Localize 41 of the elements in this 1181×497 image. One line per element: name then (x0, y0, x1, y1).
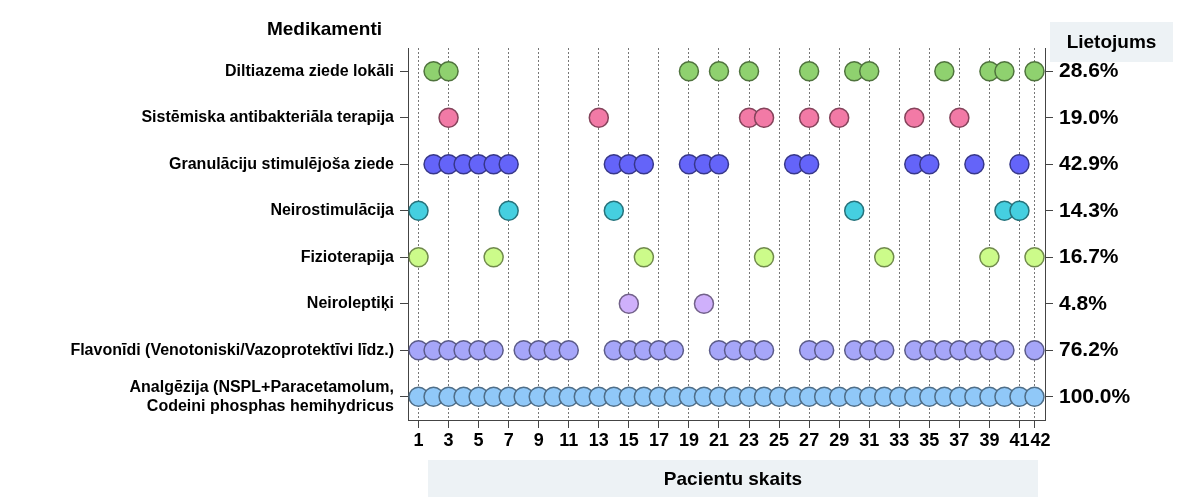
x-tick-label: 17 (648, 429, 669, 450)
x-tick-label: 23 (739, 429, 760, 450)
x-tick-label: 42 (1030, 429, 1051, 450)
y2-tick-label: 28.6% (1059, 58, 1119, 82)
y2-tick-label: 4.8% (1059, 290, 1108, 314)
y-tick-label: Diltiazema ziede lokāli (225, 61, 394, 79)
y2-tick-label: 16.7% (1059, 244, 1119, 268)
x-tick-label: 19 (678, 429, 699, 450)
x-tick-label: 33 (889, 429, 910, 450)
x-tick-label: 11 (559, 429, 579, 450)
x-tick-label: 21 (708, 429, 730, 450)
x-axis-title: Pacientu skaits (663, 467, 803, 490)
y-tick-label: Neiroleptiķi (306, 294, 394, 312)
y2-tick-label: 19.0% (1059, 104, 1119, 128)
x-tick-label: 13 (588, 429, 609, 450)
x-tick-label: 35 (919, 429, 940, 450)
y-axis-title: Medikamenti (266, 18, 383, 40)
x-tick-label: 25 (769, 429, 790, 450)
x-tick-label: 41 (1009, 429, 1030, 450)
x-tick-label: 29 (829, 429, 850, 450)
y-tick-label: Analgēzija (NSPL+Paracetamolum, Codeini phosphas hemihydricus (129, 377, 395, 414)
x-tick-label: 15 (618, 429, 639, 450)
y-tick-label: Flavonīdi (Venotoniski/Vazoprotektīvi līdz.) (70, 340, 394, 358)
x-tick-label: 9 (533, 429, 544, 450)
x-tick-label: 27 (799, 429, 820, 450)
x-tick-label: 5 (473, 429, 484, 450)
x-tick-label: 7 (503, 429, 514, 450)
x-tick-label: 37 (949, 429, 970, 450)
y2-tick-label: 14.3% (1059, 197, 1119, 221)
x-tick-label: 31 (859, 429, 880, 450)
y-tick-label: Neirostimulācija (270, 201, 395, 219)
x-tick-label: 39 (979, 429, 1000, 450)
x-tick-label: 1 (413, 429, 424, 450)
y2-tick-label: 100.0% (1059, 383, 1131, 407)
x-tick-label: 3 (443, 429, 454, 450)
y-tick-label: Granulāciju stimulējoša ziede (169, 154, 395, 172)
y2-tick-label: 42.9% (1059, 151, 1119, 175)
y-tick-label: Fizioterapija (300, 247, 395, 265)
y2-axis-title: Lietojums (1066, 31, 1157, 53)
y-tick-label: Sistēmiska antibakteriāla terapija (141, 108, 395, 126)
y2-tick-label: 76.2% (1059, 337, 1119, 361)
